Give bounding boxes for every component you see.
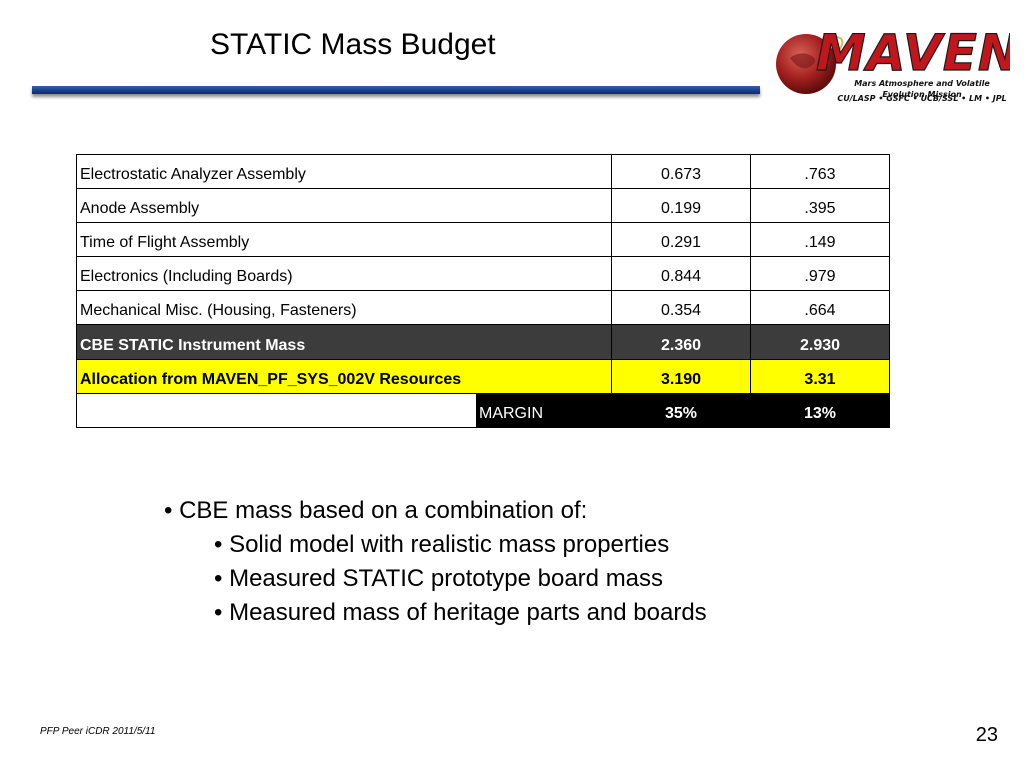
row-value-cbe: 0.291	[611, 222, 751, 257]
row-value-cbe: 0.844	[611, 256, 751, 291]
title-underline-bar	[32, 86, 760, 94]
bullet-sub: • Solid model with realistic mass proper…	[214, 531, 670, 558]
row-value-alt: .149	[750, 222, 890, 257]
row-value-alt: .763	[750, 154, 890, 189]
row-value-cbe: 0.354	[611, 290, 751, 325]
margin-label: MARGIN	[476, 394, 611, 427]
logo-subtitle: Mars Atmosphere and Volatile Evolution M…	[854, 79, 990, 99]
table-row: Mechanical Misc. (Housing, Fasteners) 0.…	[76, 290, 890, 325]
allocation-value-alt: 3.31	[750, 359, 890, 394]
footer-review-label: PFP Peer iCDR 2011/5/11	[40, 726, 156, 737]
page-title: STATIC Mass Budget	[210, 28, 496, 61]
bullet-main: • CBE mass based on a combination of:	[164, 497, 588, 524]
table-row: Anode Assembly 0.199 .395	[76, 188, 890, 223]
row-value-cbe: 0.199	[611, 188, 751, 223]
margin-value: 35%	[611, 393, 751, 428]
bullet-list: • CBE mass based on a combination of: • …	[164, 494, 707, 630]
row-value-cbe: 0.673	[611, 154, 751, 189]
row-value-alt: .664	[750, 290, 890, 325]
table-row: Electronics (Including Boards) 0.844 .97…	[76, 256, 890, 291]
cbe-total-value-alt: 2.930	[750, 324, 890, 360]
row-name: Electrostatic Analyzer Assembly	[76, 154, 612, 189]
logo-wordmark: MAVEN	[816, 24, 1010, 82]
row-name: Mechanical Misc. (Housing, Fasteners)	[76, 290, 612, 325]
table-row: Electrostatic Analyzer Assembly 0.673 .7…	[76, 154, 890, 189]
margin-row: MARGIN 35% 13%	[76, 393, 890, 428]
allocation-label: Allocation from MAVEN_PF_SYS_002V Resour…	[76, 359, 612, 394]
margin-label-cell: MARGIN	[76, 393, 612, 428]
bullet-sub: • Measured mass of heritage parts and bo…	[214, 599, 707, 626]
allocation-row: Allocation from MAVEN_PF_SYS_002V Resour…	[76, 359, 890, 394]
cbe-total-label: CBE STATIC Instrument Mass	[76, 324, 612, 360]
margin-value-alt: 13%	[750, 393, 890, 428]
row-name: Electronics (Including Boards)	[76, 256, 612, 291]
row-name: Time of Flight Assembly	[76, 222, 612, 257]
allocation-value: 3.190	[611, 359, 751, 394]
logo-partners: CU/LASP • GSFC • UCB/SSL • LM • JPL	[837, 94, 1007, 103]
table-row: Time of Flight Assembly 0.291 .149	[76, 222, 890, 257]
page-number: 23	[975, 724, 998, 746]
cbe-total-value: 2.360	[611, 324, 751, 360]
mass-budget-table: Electrostatic Analyzer Assembly 0.673 .7…	[76, 154, 890, 428]
row-value-alt: .979	[750, 256, 890, 291]
row-value-alt: .395	[750, 188, 890, 223]
bullet-sub: • Measured STATIC prototype board mass	[214, 565, 664, 592]
maven-logo: MAVEN	[776, 23, 1010, 94]
row-name: Anode Assembly	[76, 188, 612, 223]
cbe-total-row: CBE STATIC Instrument Mass 2.360 2.930	[76, 324, 890, 360]
